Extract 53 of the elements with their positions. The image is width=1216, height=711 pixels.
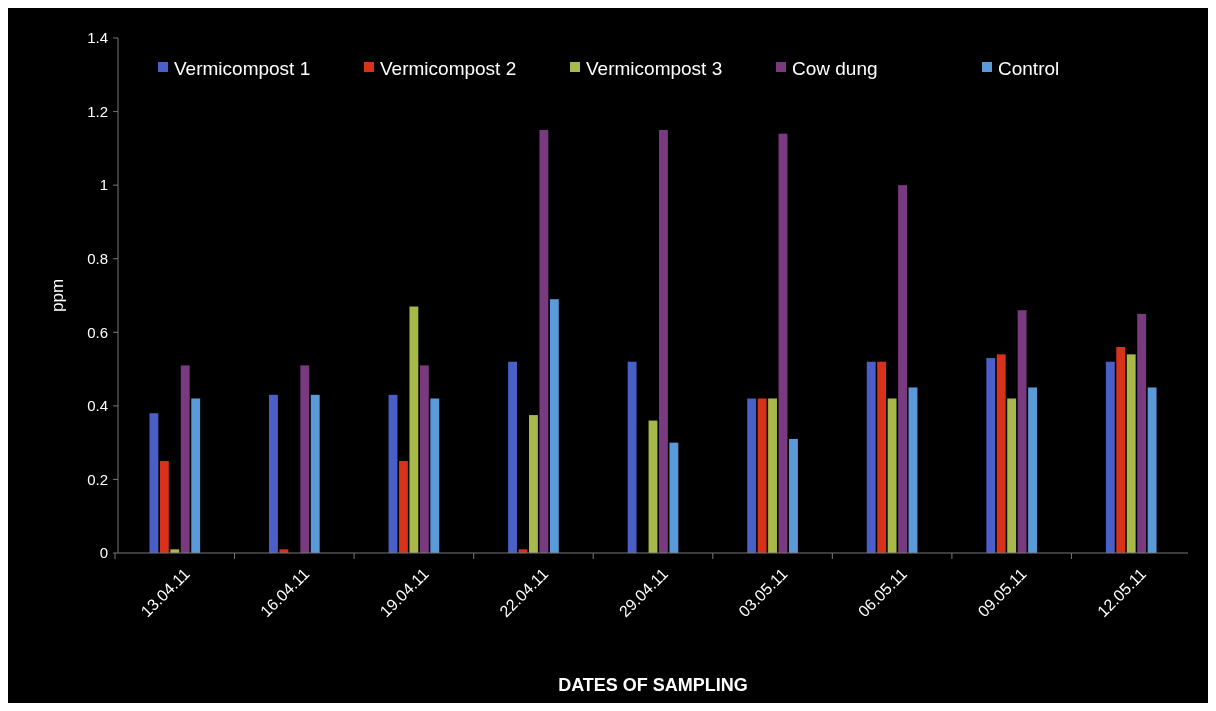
bar — [430, 398, 440, 553]
bar — [747, 398, 757, 553]
bar — [409, 306, 419, 553]
bar — [269, 394, 278, 553]
bar — [986, 358, 996, 553]
bar — [180, 365, 190, 553]
bar — [866, 361, 876, 553]
bar — [757, 398, 767, 553]
bar — [627, 361, 637, 553]
legend-label: Vermicompost 3 — [586, 57, 723, 79]
y-tick-label: 1.4 — [87, 29, 108, 47]
bar — [159, 461, 169, 553]
y-tick-label: 0.2 — [87, 470, 108, 488]
bar — [149, 413, 159, 553]
bar — [877, 361, 887, 553]
legend-label: Vermicompost 2 — [380, 57, 517, 79]
y-tick-label: 1.2 — [87, 102, 108, 120]
legend-label: Vermicompost 1 — [174, 57, 311, 79]
bar — [887, 398, 897, 553]
bar — [539, 129, 549, 553]
bar — [789, 438, 798, 553]
bar — [659, 129, 668, 553]
x-axis-title: DATES OF SAMPLING — [558, 675, 748, 695]
bar — [1017, 310, 1027, 553]
bar — [300, 365, 310, 553]
bar — [1105, 361, 1115, 553]
bar — [768, 398, 777, 553]
y-tick-label: 0 — [99, 544, 108, 562]
bar — [996, 354, 1006, 553]
bar — [1116, 347, 1126, 553]
y-tick-label: 0.4 — [87, 397, 108, 415]
bar — [1137, 313, 1147, 553]
bar — [669, 442, 679, 553]
bar — [908, 387, 918, 553]
bar — [1126, 354, 1136, 553]
bar — [549, 299, 559, 553]
bar — [399, 461, 408, 553]
bar — [778, 133, 788, 553]
bar — [508, 361, 517, 553]
bar — [529, 415, 538, 553]
bar — [898, 185, 907, 553]
y-tick-label: 0.6 — [87, 323, 108, 341]
y-tick-label: 1 — [99, 176, 108, 194]
bar — [419, 365, 429, 553]
bar — [1028, 387, 1037, 553]
bar — [1147, 387, 1157, 553]
bar — [1007, 398, 1017, 553]
y-tick-label: 0.8 — [87, 249, 108, 267]
bar — [191, 398, 201, 553]
legend-label: Cow dung — [792, 57, 878, 79]
y-axis-title: ppm — [48, 278, 67, 313]
legend-label: Control — [998, 57, 1060, 79]
bar — [310, 394, 320, 553]
